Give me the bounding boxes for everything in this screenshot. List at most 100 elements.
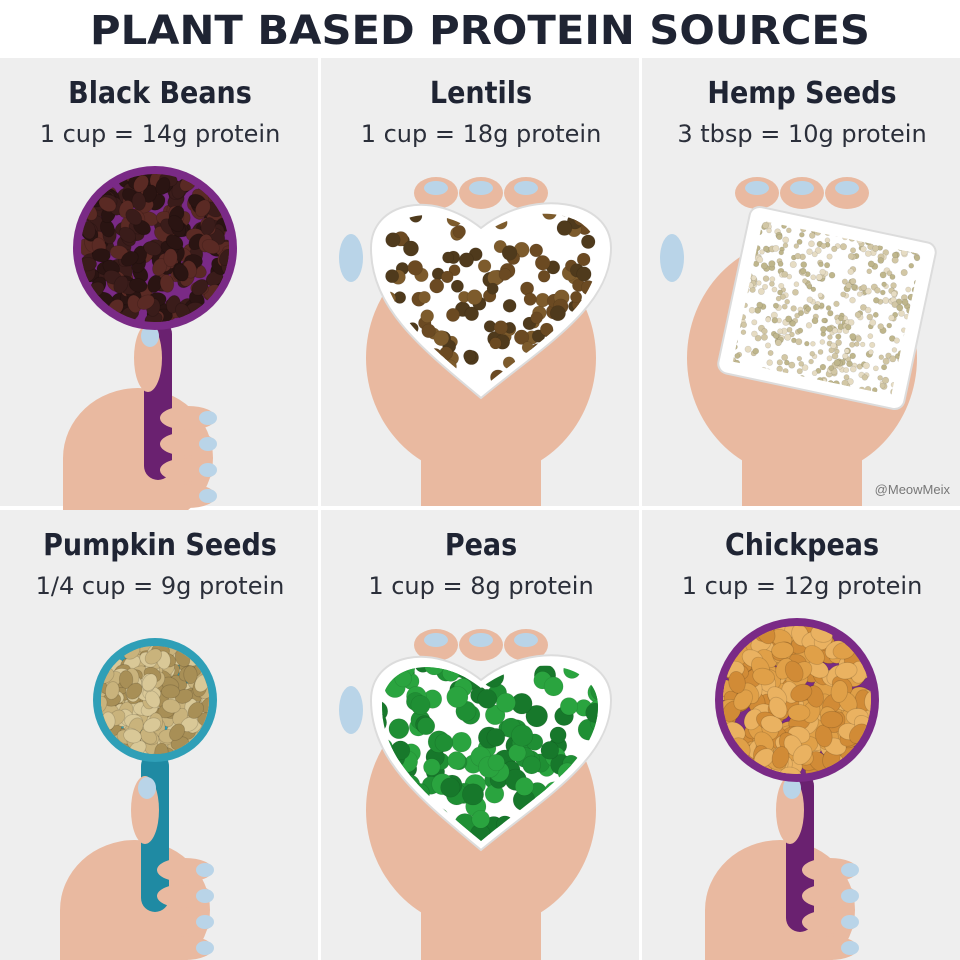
food-piece (514, 776, 534, 796)
food-piece (123, 728, 142, 744)
wrist (421, 860, 541, 960)
food-piece (855, 335, 862, 342)
food-piece (513, 329, 530, 345)
thumb (339, 234, 363, 282)
food-piece (125, 682, 143, 700)
food-piece (877, 323, 885, 330)
food-piece (423, 758, 441, 776)
item-name: Peas (445, 528, 517, 563)
food-piece (767, 350, 774, 357)
food-piece (806, 248, 813, 256)
food-piece (581, 234, 596, 249)
food-piece (869, 319, 877, 327)
food-piece (861, 374, 869, 381)
food-piece (136, 294, 155, 310)
food-piece (576, 252, 591, 267)
food-piece (511, 724, 534, 747)
food-piece (847, 268, 855, 275)
panel: Pumpkin Seeds 1/4 cup = 9g protein (0, 510, 318, 960)
food-piece (104, 681, 120, 700)
wrist (60, 910, 170, 960)
food-piece (799, 232, 805, 238)
food-piece (889, 273, 896, 280)
thumb (660, 234, 684, 282)
nail (424, 181, 448, 195)
food-piece (118, 670, 134, 689)
food-piece (761, 328, 768, 335)
nail (841, 915, 859, 929)
food-piece (761, 221, 770, 229)
food-piece (790, 683, 813, 703)
food-piece (771, 746, 790, 769)
food-piece (796, 238, 803, 245)
food-piece (756, 301, 764, 309)
food-piece (775, 295, 782, 302)
item-amount: 1/4 cup = 9g protein (36, 572, 285, 600)
item-name: Chickpeas (725, 528, 879, 563)
food-piece (811, 317, 819, 325)
food-piece (810, 341, 816, 347)
food-piece (418, 290, 431, 304)
food-piece (793, 281, 800, 288)
nail (790, 181, 814, 195)
food-piece (809, 350, 816, 357)
food-piece (898, 310, 905, 317)
food-piece (752, 347, 760, 355)
food-piece (896, 304, 904, 312)
food-piece (757, 288, 765, 295)
food-piece (451, 731, 472, 753)
food-piece (525, 704, 548, 728)
nail (841, 889, 859, 903)
food-piece (785, 315, 793, 323)
food-piece (844, 348, 850, 354)
finger (160, 406, 216, 430)
finger (160, 484, 216, 508)
food-piece (750, 275, 757, 281)
food-piece (502, 298, 517, 313)
food-piece (549, 305, 566, 322)
food-piece (798, 360, 805, 367)
food-piece (891, 347, 898, 353)
food-piece (382, 711, 387, 734)
food-piece (776, 359, 783, 366)
food-piece (523, 292, 537, 306)
food-piece (845, 282, 852, 289)
food-piece (466, 289, 483, 306)
food-piece (543, 676, 564, 697)
food-piece (820, 710, 844, 729)
food-piece (845, 324, 852, 331)
food-piece (880, 289, 886, 296)
food-piece (808, 358, 814, 365)
food-piece (879, 271, 887, 279)
food-piece (874, 287, 881, 294)
food-piece (872, 365, 879, 372)
food-piece (856, 363, 863, 370)
food-piece (790, 305, 797, 312)
food-piece (420, 309, 434, 323)
food-piece (850, 247, 857, 254)
food-piece (434, 733, 454, 753)
food-piece (901, 298, 909, 306)
nail (199, 489, 217, 503)
finger (157, 910, 213, 934)
food-piece (851, 284, 858, 291)
food-piece (776, 233, 783, 241)
food-piece (118, 226, 137, 243)
food-piece (446, 686, 469, 708)
panel: Black Beans 1 cup = 14g protein (0, 58, 318, 528)
nail (424, 633, 448, 647)
food-piece (760, 715, 784, 733)
food-piece (423, 665, 445, 676)
food-piece (826, 325, 833, 333)
food-piece (421, 323, 436, 339)
food-piece (854, 341, 860, 347)
item-name: Pumpkin Seeds (43, 528, 277, 563)
food-piece (559, 697, 579, 716)
food-piece (886, 322, 893, 329)
food-piece (867, 333, 874, 340)
food-piece (385, 269, 400, 284)
food-piece (831, 245, 838, 253)
food-piece (489, 337, 502, 350)
food-piece (787, 704, 811, 722)
food-piece (195, 199, 211, 218)
